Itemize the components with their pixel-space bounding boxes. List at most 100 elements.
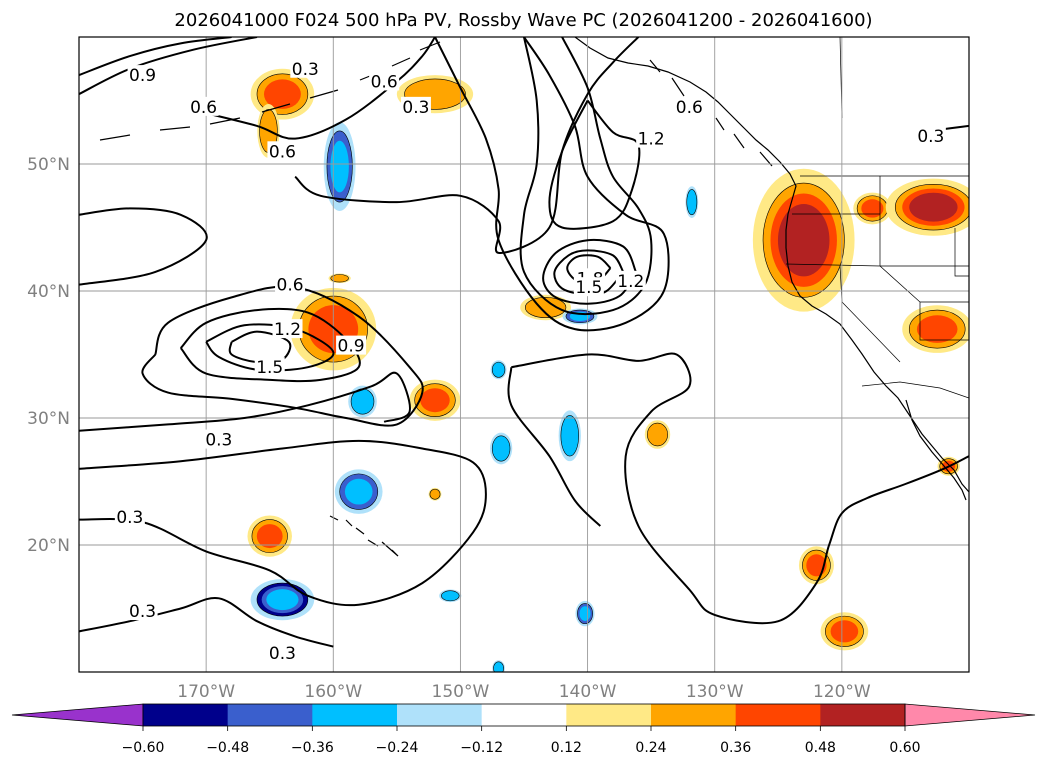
pv-anomaly-area — [334, 469, 383, 514]
pv-anomaly-area — [348, 385, 377, 418]
map-background — [79, 37, 969, 672]
pv-anomaly-fill — [830, 620, 859, 643]
pv-anomaly-area — [902, 305, 969, 353]
longitude-tick-label: 120°W — [813, 682, 871, 702]
colorbar-extend-high — [904, 703, 1036, 727]
longitude-tick-label: 170°W — [177, 682, 235, 702]
longitude-ticks: 170°W 160°W 150°W 140°W 130°W 120°W — [177, 682, 871, 702]
pv-contour-line — [542, 238, 637, 305]
pv-anomaly-area — [247, 515, 292, 557]
latitude-tick-label: 30°N — [27, 409, 70, 429]
pv-contour-line — [294, 37, 640, 254]
colorbar-segment — [566, 704, 652, 726]
contour-label-bg — [254, 357, 285, 377]
contour-label-bg — [400, 96, 431, 116]
pv-anomaly-area — [490, 360, 507, 380]
pv-anomaly-area — [428, 487, 442, 501]
pv-contour-line — [79, 207, 208, 286]
colorbar-segment — [481, 704, 567, 726]
contour-label: 0.3 — [917, 127, 944, 147]
pv-anomaly-fill — [429, 488, 441, 500]
colorbar-segment — [312, 704, 398, 726]
contour-label: 0.6 — [676, 98, 703, 118]
contour-label: 1.2 — [274, 320, 301, 340]
gridlines — [79, 37, 969, 672]
pv-contour-line — [205, 323, 335, 372]
pv-contour-line — [79, 37, 258, 95]
contour-label: 0.9 — [129, 66, 156, 86]
pv-anomaly-area — [820, 612, 869, 651]
pv-contours — [79, 37, 969, 648]
contour-label-bg — [336, 335, 367, 355]
contour-label-bg — [272, 319, 303, 339]
pv-anomaly-fill — [491, 361, 506, 378]
pv-anomaly-area — [439, 589, 462, 603]
colorbar-tick-label: −0.48 — [206, 740, 249, 756]
colorbar-segment — [143, 704, 229, 726]
pv-anomaly-fill — [266, 589, 299, 611]
contour-label-bg — [674, 96, 705, 116]
colorbar-tick-label: 0.12 — [551, 740, 582, 756]
pv-contour-line — [434, 37, 670, 332]
pv-anomaly-fill — [330, 140, 349, 193]
pv-anomaly-fill — [491, 435, 511, 462]
colorbar-frame — [142, 703, 906, 727]
contour-label-bg — [275, 274, 306, 294]
contour-label: 1.2 — [638, 130, 665, 150]
latitude-ticks: 20°N 30°N 40°N 50°N — [27, 155, 70, 556]
pv-contour-line — [79, 596, 334, 648]
contour-label: 0.3 — [129, 602, 156, 622]
contour-label-bg — [615, 270, 646, 290]
pv-anomaly-area — [644, 420, 671, 449]
colorbar-segment — [651, 704, 737, 726]
pv-anomaly-area — [489, 432, 513, 465]
contour-label: 0.3 — [269, 644, 296, 664]
pv-anomaly-fill — [256, 524, 283, 549]
pv-anomaly-fill — [777, 204, 830, 277]
latitude-tick-label: 50°N — [27, 155, 70, 175]
contour-label: 0.6 — [190, 98, 217, 118]
colorbar-segment — [735, 704, 821, 726]
pv-anomaly-area — [752, 168, 855, 312]
latitude-tick-label: 40°N — [27, 282, 70, 302]
pv-contour-line — [507, 367, 602, 527]
map-panel: 0.90.60.30.60.30.60.61.20.91.50.30.30.30… — [78, 36, 970, 673]
pv-anomaly-fill — [861, 199, 884, 218]
coastline-baja — [905, 399, 967, 501]
longitude-tick-label: 130°W — [686, 682, 744, 702]
contour-label: 0.3 — [292, 60, 319, 80]
colorbar-tick-label: −0.24 — [376, 740, 419, 756]
contour-label-bg — [573, 277, 604, 297]
longitude-tick-label: 150°W — [432, 682, 490, 702]
pv-anomaly-area — [250, 578, 315, 621]
colorbar-tick-label: 0.24 — [635, 740, 666, 756]
pv-contour-line — [141, 285, 424, 427]
pv-anomaly-fill — [686, 189, 698, 216]
pv-contour-line — [79, 37, 232, 77]
contour-label: 0.3 — [205, 431, 232, 451]
contour-label: 1.2 — [617, 272, 644, 292]
pv-anomaly-fill — [560, 415, 579, 457]
pv-anomaly-fill — [493, 661, 504, 672]
colorbar-segment — [397, 704, 483, 726]
state-borders — [785, 176, 969, 363]
contour-label: 1.5 — [256, 358, 283, 378]
contour-labels: 0.90.60.30.60.30.60.61.20.91.50.30.30.30… — [114, 58, 946, 664]
contour-label-bg — [127, 601, 158, 621]
contour-label-bg — [188, 96, 219, 116]
hawaiian-islands — [329, 515, 399, 557]
pv-contour-line — [179, 307, 361, 383]
colorbar-tick-label: 0.60 — [889, 740, 920, 756]
map-frame — [78, 36, 970, 673]
pv-anomaly-area — [798, 546, 834, 585]
pv-anomaly-fill — [647, 422, 668, 447]
us-mexico-border — [861, 381, 969, 399]
contour-label-bg — [267, 141, 298, 161]
contour-label: 0.9 — [338, 337, 365, 357]
pv-contour-line — [511, 352, 969, 625]
contour-label: 0.6 — [269, 142, 296, 162]
pv-anomaly-area — [323, 122, 356, 211]
pv-anomaly-fill — [263, 79, 301, 109]
pv-anomaly-fill — [579, 606, 591, 621]
